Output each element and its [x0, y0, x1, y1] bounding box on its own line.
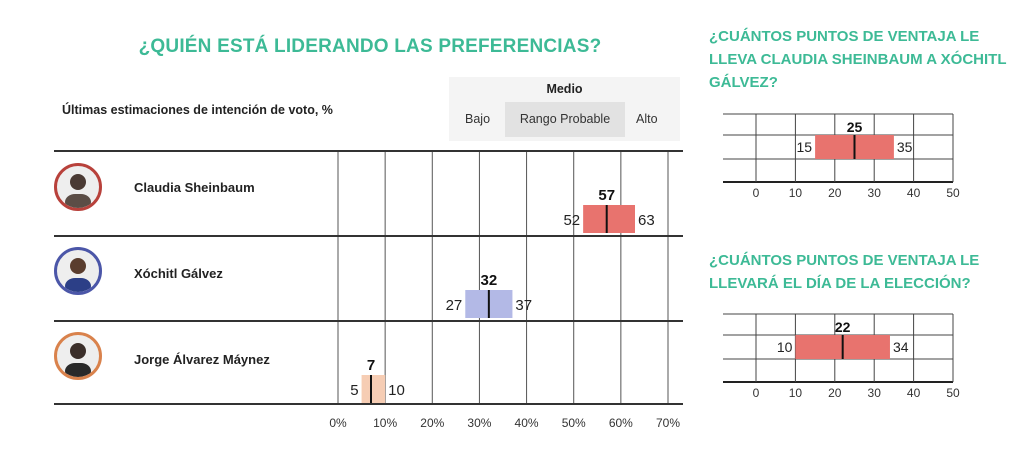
avatar-claudia-sheinbaum: [54, 163, 102, 211]
x-tick-label: 70%: [656, 416, 680, 430]
side-1-tick-label: 50: [946, 186, 960, 200]
range-bar-0: [583, 205, 635, 233]
side-2-low-label: 10: [777, 339, 793, 355]
x-tick-label: 50%: [562, 416, 586, 430]
main-chart-title: ¿QUIÉN ESTÁ LIDERANDO LAS PREFERENCIAS?: [138, 36, 602, 57]
main-chart-subtitle: Últimas estimaciones de intención de vot…: [62, 103, 333, 117]
legend-alto-label: Alto: [636, 112, 658, 126]
mid-value-label-0: 57: [598, 187, 615, 204]
side-2-tick-label: 50: [946, 386, 960, 400]
side-1-tick-label: 40: [907, 186, 921, 200]
side-1-high-label: 35: [897, 139, 913, 155]
low-value-label-0: 52: [563, 212, 580, 229]
person-icon: [65, 258, 91, 292]
candidate-name-2: Jorge Álvarez Máynez: [134, 352, 270, 367]
side-2-high-label: 34: [893, 339, 909, 355]
mid-value-label-1: 32: [481, 272, 498, 289]
side-2-tick-label: 20: [828, 386, 842, 400]
low-value-label-2: 5: [350, 382, 358, 399]
high-value-label-0: 63: [638, 212, 655, 229]
legend-medio-label: Medio: [546, 82, 583, 96]
side-1-tick-label: 10: [789, 186, 803, 200]
high-value-label-1: 37: [515, 297, 532, 314]
legend-rango-label: Rango Probable: [505, 102, 625, 137]
side-2-tick-label: 30: [868, 386, 882, 400]
x-tick-label: 0%: [329, 416, 347, 430]
side-1-tick-label: 30: [868, 186, 882, 200]
side-1-low-label: 15: [797, 139, 813, 155]
side-chart-2-title: ¿CUÁNTOS PUNTOS DE VENTAJA LE LLEVARÁ EL…: [709, 252, 980, 292]
person-icon: [65, 343, 91, 377]
high-value-label-2: 10: [388, 382, 405, 399]
side-2-tick-label: 0: [753, 386, 760, 400]
x-tick-label: 30%: [467, 416, 491, 430]
candidate-name-1: Xóchitl Gálvez: [134, 266, 223, 281]
side-1-tick-label: 20: [828, 186, 842, 200]
side-2-tick-label: 40: [907, 386, 921, 400]
side-2-mid-label: 22: [835, 319, 851, 335]
avatar-xochitl-galvez: [54, 247, 102, 295]
x-tick-label: 20%: [420, 416, 444, 430]
x-tick-label: 10%: [373, 416, 397, 430]
side-chart-1-title: ¿CUÁNTOS PUNTOS DE VENTAJA LE LLEVA CLAU…: [709, 28, 1007, 91]
mid-value-label-2: 7: [367, 357, 375, 374]
x-tick-label: 40%: [515, 416, 539, 430]
avatar-jorge-alvarez-maynez: [54, 332, 102, 380]
candidate-name-0: Claudia Sheinbaum: [134, 180, 255, 195]
side-1-tick-label: 0: [753, 186, 760, 200]
range-bar-2: [361, 375, 386, 403]
side-2-tick-label: 10: [789, 386, 803, 400]
low-value-label-1: 27: [446, 297, 463, 314]
legend-bajo-label: Bajo: [465, 112, 491, 126]
x-tick-label: 60%: [609, 416, 633, 430]
side-1-mid-label: 25: [847, 119, 863, 135]
person-icon: [65, 174, 91, 208]
